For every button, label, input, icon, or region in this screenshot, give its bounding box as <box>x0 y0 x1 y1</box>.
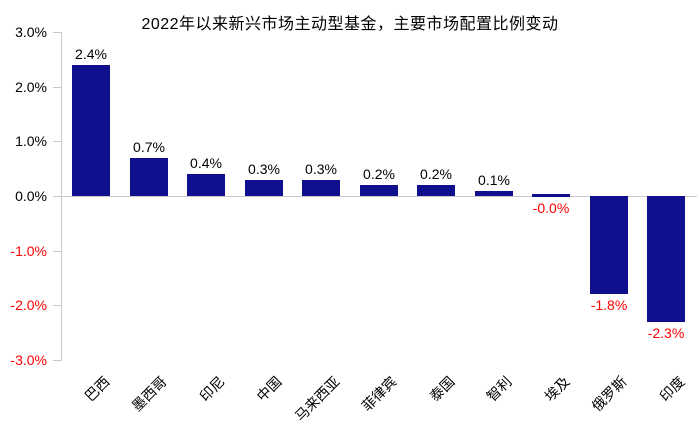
x-category-label: 智利 <box>483 373 515 405</box>
x-category-label: 埃及 <box>541 373 573 405</box>
bar-value-label: -2.3% <box>647 325 685 341</box>
y-tick-mark <box>53 360 61 361</box>
x-category-label: 印度 <box>656 373 688 405</box>
x-category-label: 菲律宾 <box>358 373 400 415</box>
x-category-label: 中国 <box>253 373 285 405</box>
y-tick-label: -1.0% <box>10 243 47 259</box>
bar-value-label: 0.7% <box>133 139 165 155</box>
y-tick-mark <box>53 141 61 142</box>
y-tick-label: 2.0% <box>15 79 47 95</box>
y-tick-mark <box>53 196 61 197</box>
y-tick-label: 3.0% <box>15 24 47 40</box>
bar-value-label: -1.8% <box>590 297 628 313</box>
bar <box>72 65 110 196</box>
bar-value-label: 2.4% <box>75 46 107 62</box>
bar <box>417 185 455 196</box>
bar <box>590 196 628 294</box>
chart-title: 2022年以来新兴市场主动型基金，主要市场配置比例变动 <box>141 16 559 33</box>
y-tick-mark <box>53 87 61 88</box>
bar <box>532 194 570 197</box>
bar-value-label: 0.3% <box>305 161 337 177</box>
bar <box>647 196 685 322</box>
bar-value-label: 0.2% <box>420 166 452 182</box>
y-tick-label: 0.0% <box>15 188 47 204</box>
bar <box>475 191 513 196</box>
y-tick-label: -2.0% <box>10 297 47 313</box>
bar <box>130 158 168 196</box>
y-tick-mark <box>53 305 61 306</box>
bar <box>360 185 398 196</box>
y-tick-label: -3.0% <box>10 352 47 368</box>
x-category-label: 印尼 <box>196 373 228 405</box>
x-category-label: 俄罗斯 <box>588 373 630 415</box>
x-category-label: 墨西哥 <box>128 373 170 415</box>
bar-value-label: -0.0% <box>532 200 570 216</box>
bar-value-label: 0.4% <box>190 155 222 171</box>
bar <box>187 174 225 196</box>
bar-value-label: 0.3% <box>248 161 280 177</box>
y-tick-label: 1.0% <box>15 133 47 149</box>
bar <box>302 180 340 196</box>
x-category-label: 泰国 <box>426 373 458 405</box>
zero-baseline <box>61 196 697 197</box>
x-category-label: 巴西 <box>81 373 113 405</box>
x-category-label: 马来西亚 <box>291 373 343 425</box>
bar-value-label: 0.1% <box>478 172 510 188</box>
y-tick-mark <box>53 251 61 252</box>
y-tick-mark <box>53 32 61 33</box>
bar <box>245 180 283 196</box>
bar-value-label: 0.2% <box>363 166 395 182</box>
